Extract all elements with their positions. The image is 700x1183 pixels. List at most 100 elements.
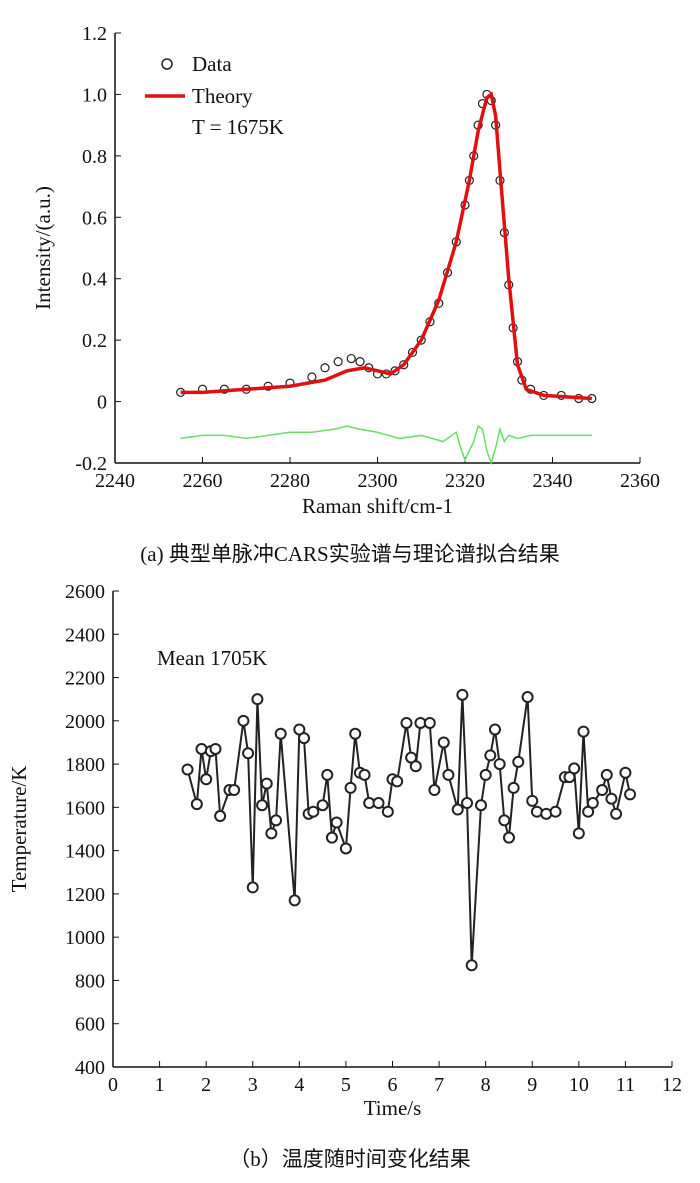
temperature-point: [209, 742, 222, 755]
temperature-point: [307, 805, 320, 818]
x-tick-label: 2280: [270, 470, 310, 492]
y-tick-label: 0.6: [82, 207, 107, 229]
x-tick-label: 5: [341, 1074, 351, 1096]
data-point: [320, 363, 330, 373]
y-tick-label: -0.2: [75, 453, 107, 475]
data-point: [333, 357, 343, 367]
temperature-point: [568, 762, 581, 775]
temperature-point: [265, 827, 278, 840]
temperature-point: [572, 827, 585, 840]
x-tick-label: 11: [616, 1074, 635, 1096]
temperature-point: [181, 763, 194, 776]
data-point: [399, 360, 409, 370]
y-tick-label: 0.4: [82, 269, 107, 291]
x-tick-label: 1: [155, 1074, 165, 1096]
chart-a: 2240 2260 2280 2300 2320 2340 2360 -0.2 0 0.2 0.4 0…: [31, 23, 660, 518]
temperature-point: [260, 777, 273, 790]
temperature-point: [498, 814, 511, 827]
temperature-point: [596, 784, 609, 797]
x-tick-label: 12: [662, 1074, 682, 1096]
y-axis-label: Intensity/(a.u.): [31, 186, 55, 310]
annotation-mean: Mean 1705K: [157, 646, 267, 670]
x-tick-label: 0: [108, 1074, 118, 1096]
x-tick-label: 8: [481, 1074, 491, 1096]
temperature-point: [391, 775, 404, 788]
data-point: [407, 347, 418, 358]
temperature-point: [200, 773, 213, 786]
y-tick-label: 1.0: [82, 84, 107, 106]
temperature-point: [190, 798, 203, 811]
temperature-point: [325, 831, 338, 844]
y-tick-label: 1600: [65, 797, 105, 819]
y-tick-label: 2200: [65, 668, 105, 690]
x-tick-label: 3: [248, 1074, 258, 1096]
x-tick-label: 2300: [358, 470, 398, 492]
y-tick-label: 1200: [65, 884, 105, 906]
temperature-point: [321, 768, 334, 781]
temperature-point: [256, 799, 269, 812]
temperature-point: [442, 768, 455, 781]
temperature-point: [358, 768, 371, 781]
temperature-line: [186, 694, 632, 966]
temperature-point: [526, 794, 539, 807]
temperature-point: [330, 816, 343, 829]
temperature-point: [493, 758, 506, 771]
x-tick-label: 4: [294, 1074, 304, 1096]
temperature-point: [270, 814, 283, 827]
x-axis-label: Time/s: [364, 1096, 422, 1120]
y-tick-label: 2000: [65, 711, 105, 733]
legend-theory-label: Theory: [192, 84, 253, 108]
temperature-point: [465, 959, 478, 972]
temperature-point: [246, 881, 259, 894]
y-tick-label: 1800: [65, 754, 105, 776]
x-tick-label: 6: [388, 1074, 398, 1096]
x-tick-label: 10: [569, 1074, 589, 1096]
temperature-point: [274, 727, 287, 740]
x-tick-label: 7: [434, 1074, 444, 1096]
temperature-point: [316, 799, 329, 812]
temperature-point: [586, 797, 599, 810]
temperature-point: [479, 768, 492, 781]
temperature-point: [242, 747, 255, 760]
x-tick-label: 2340: [533, 470, 573, 492]
temperature-point: [339, 842, 352, 855]
x-tick-label: 2: [201, 1074, 211, 1096]
y-tick-label: 1000: [65, 927, 105, 949]
temperature-point: [349, 727, 362, 740]
x-tick-label: 2260: [183, 470, 223, 492]
temperature-point: [512, 755, 525, 768]
temperature-point: [237, 714, 250, 727]
residual-line: [180, 424, 592, 466]
temperature-point: [437, 736, 450, 749]
x-axis-label: Raman shift/cm-1: [302, 494, 453, 518]
x-tick-label: 2320: [445, 470, 485, 492]
y-tick-label: 0: [97, 392, 107, 414]
temperature-point: [549, 805, 562, 818]
temperature-point: [409, 760, 422, 773]
data-point: [346, 353, 356, 364]
legend-data-marker: [161, 58, 173, 70]
temperature-point: [461, 797, 474, 810]
y-axis-label: Temperature/K: [7, 766, 31, 893]
data-point: [390, 366, 400, 376]
temperature-point: [475, 799, 488, 812]
temperature-point: [214, 810, 227, 823]
temperature-point: [456, 688, 469, 701]
y-tick-label: 1.2: [82, 23, 107, 45]
temperature-point: [381, 805, 394, 818]
temperature-point: [423, 716, 436, 729]
caption-a: (a) 典型单脉冲CARS实验谱与理论谱拟合结果: [140, 542, 560, 566]
temperature-point: [344, 781, 357, 794]
temperature-point: [605, 792, 618, 805]
temperature-point: [619, 766, 632, 779]
temperature-point: [288, 894, 301, 907]
temperature-point: [400, 716, 413, 729]
temperature-point: [507, 781, 520, 794]
data-point: [355, 357, 365, 367]
temperature-point: [372, 797, 385, 810]
x-tick-label: 2360: [620, 470, 660, 492]
caption-b: （b）温度随时间变化结果: [229, 1147, 471, 1171]
y-tick-label: 1400: [65, 841, 105, 863]
temperature-point: [451, 803, 464, 816]
